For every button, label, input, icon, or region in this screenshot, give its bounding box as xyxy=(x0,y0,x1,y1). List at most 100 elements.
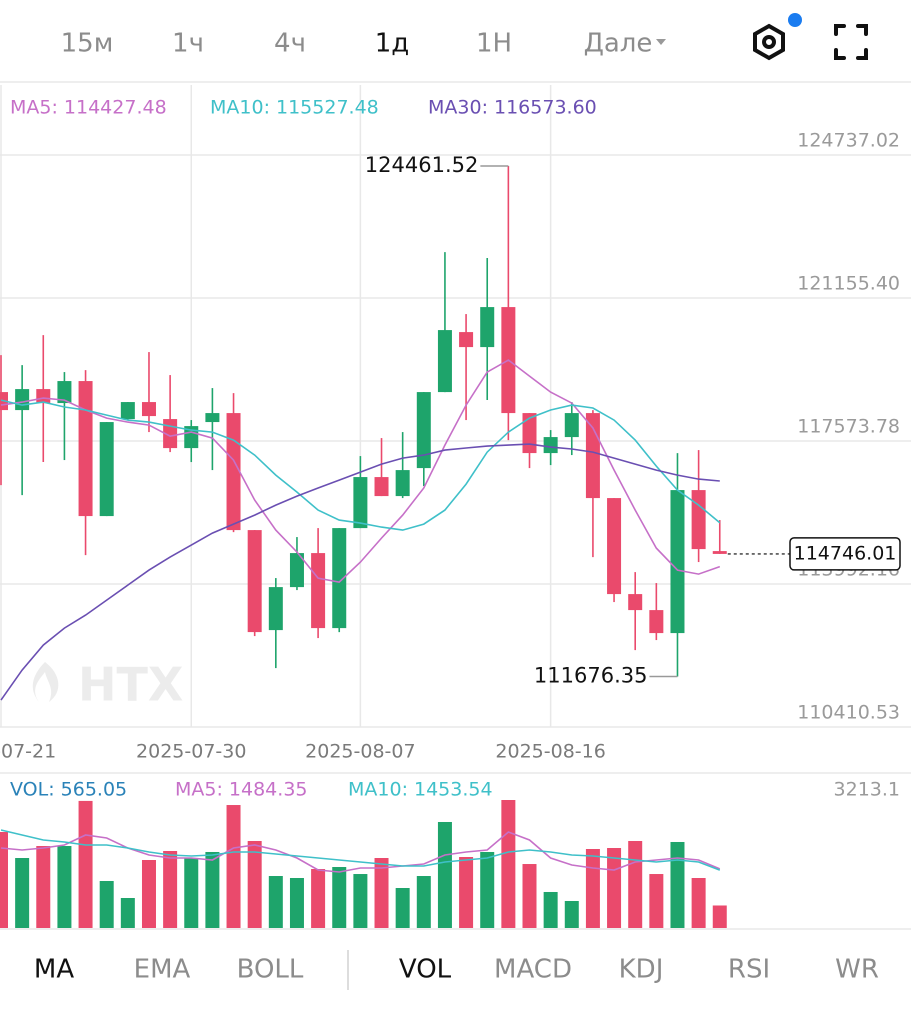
volume-bar xyxy=(670,841,685,928)
indicator-tab[interactable]: EMA xyxy=(134,955,191,985)
volume-bar xyxy=(99,880,114,928)
volume-bar xyxy=(437,821,452,928)
ma-line xyxy=(0,399,721,531)
indicator-tab[interactable]: RSI xyxy=(728,955,770,985)
dropdown-arrow[interactable] xyxy=(656,39,666,45)
candle-body xyxy=(585,413,600,499)
candle-body xyxy=(480,307,495,348)
candle-body xyxy=(36,389,51,404)
candle-body xyxy=(268,587,283,631)
indicator-tab[interactable]: MA xyxy=(34,955,74,985)
volume-bar xyxy=(691,878,706,928)
candle-body xyxy=(649,610,664,634)
volume-bar xyxy=(36,846,51,928)
x-tick-label: 2025-08-07 xyxy=(305,741,415,763)
volume-bar xyxy=(649,874,664,928)
volume-bar xyxy=(311,869,326,928)
candle-body xyxy=(374,477,389,497)
volume-ma-line xyxy=(0,831,721,873)
interval-tab[interactable]: 1Н xyxy=(476,29,512,59)
volume-bar xyxy=(268,876,283,928)
candle-body xyxy=(543,437,558,454)
volume-bar xyxy=(416,876,431,928)
candle-body xyxy=(607,498,622,595)
candle-body xyxy=(184,426,199,449)
candle-body xyxy=(332,528,347,629)
candle-body xyxy=(522,413,537,454)
candle-body xyxy=(141,402,156,417)
volume-bar xyxy=(141,859,156,928)
candle-body xyxy=(670,490,685,634)
candle-body xyxy=(226,413,241,531)
volume-bar xyxy=(57,846,72,928)
ma-legend: MA30: 116573.60 xyxy=(428,97,597,119)
ma-legend: MA5: 114427.48 xyxy=(10,97,167,119)
volume-bar xyxy=(247,840,262,928)
watermark-logo xyxy=(32,662,59,702)
volume-bar xyxy=(607,848,622,928)
settings-center[interactable] xyxy=(762,35,776,49)
indicator-tab[interactable]: KDJ xyxy=(619,955,664,985)
y-tick-label: 124737.02 xyxy=(797,130,900,152)
candle-body xyxy=(564,413,579,438)
volume-bar xyxy=(374,858,389,928)
candle-body xyxy=(628,594,643,611)
settings-icon[interactable] xyxy=(753,13,802,61)
interval-tab[interactable]: 1д xyxy=(375,29,410,59)
indicator-tab[interactable]: BOLL xyxy=(237,955,304,985)
y-tick-label: 117573.78 xyxy=(797,416,900,438)
candle-body xyxy=(395,470,410,497)
volume-bar xyxy=(522,864,537,928)
volume-bar xyxy=(184,858,199,928)
candle-body xyxy=(691,490,706,550)
volume-bar xyxy=(78,800,93,928)
candle-body xyxy=(437,330,452,393)
volume-legend: VOL: 565.05 xyxy=(10,779,127,801)
candle-body xyxy=(289,553,304,588)
ma-line xyxy=(0,359,721,583)
indicator-tab[interactable]: WR xyxy=(835,955,879,985)
volume-bar xyxy=(501,800,516,928)
interval-tab[interactable]: Дале xyxy=(584,29,653,59)
candle-body xyxy=(416,392,431,469)
interval-tab[interactable]: 1ч xyxy=(172,29,204,59)
watermark: HTX xyxy=(78,658,183,712)
min-label: 111676.35 xyxy=(534,663,648,687)
price-box xyxy=(789,537,901,571)
candle-body xyxy=(459,332,474,348)
interval-tab[interactable]: 15м xyxy=(61,29,114,59)
interval-tab[interactable]: 4ч xyxy=(274,29,306,59)
notification-dot xyxy=(788,13,802,27)
fullscreen-icon[interactable] xyxy=(834,24,868,60)
y-tick-label: 3213.1 xyxy=(834,779,900,801)
x-tick-label: 2025-07-21 xyxy=(0,741,56,763)
volume-bar xyxy=(226,805,241,928)
volume-bar xyxy=(712,905,727,928)
volume-bar xyxy=(0,831,8,928)
volume-ma-legend: MA10: 1453.54 xyxy=(348,779,493,801)
volume-bar xyxy=(163,850,178,928)
volume-bar xyxy=(289,878,304,928)
indicator-tab[interactable]: VOL xyxy=(399,955,452,985)
candle-body xyxy=(120,402,135,420)
volume-bar xyxy=(480,851,495,928)
volume-bar xyxy=(332,867,347,928)
candle-body xyxy=(712,551,727,554)
volume-bar xyxy=(205,851,220,928)
y-tick-label: 121155.40 xyxy=(797,273,900,295)
settings-hex[interactable] xyxy=(753,23,785,61)
price-label: 114746.01 xyxy=(794,542,897,564)
candle-body xyxy=(57,381,72,404)
candle-body xyxy=(247,530,262,633)
volume-ma-line xyxy=(0,829,721,871)
volume-bar xyxy=(459,857,474,928)
ma-line xyxy=(0,443,720,701)
volume-bar xyxy=(353,874,368,928)
candle-body xyxy=(78,381,93,517)
indicator-tab[interactable]: MACD xyxy=(494,955,572,985)
x-tick-label: 2025-07-30 xyxy=(136,741,246,763)
volume-bar xyxy=(15,858,30,928)
max-label: 124461.52 xyxy=(365,153,479,177)
candle-body xyxy=(311,553,326,629)
